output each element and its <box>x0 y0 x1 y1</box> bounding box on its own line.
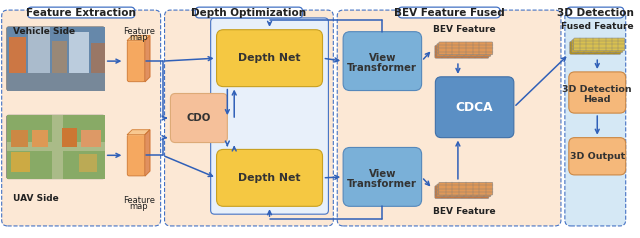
FancyBboxPatch shape <box>127 135 145 176</box>
FancyBboxPatch shape <box>343 148 422 206</box>
Bar <box>81 130 100 148</box>
FancyBboxPatch shape <box>573 38 625 51</box>
Text: Feature Extraction: Feature Extraction <box>26 8 136 18</box>
Polygon shape <box>145 130 150 176</box>
FancyBboxPatch shape <box>343 32 422 90</box>
FancyBboxPatch shape <box>437 44 491 56</box>
Bar <box>6 142 105 151</box>
Text: View: View <box>369 169 396 179</box>
Text: CDO: CDO <box>187 113 211 123</box>
Bar <box>6 115 105 179</box>
FancyBboxPatch shape <box>435 45 489 58</box>
FancyBboxPatch shape <box>435 77 514 138</box>
Text: Feature: Feature <box>123 27 155 36</box>
Text: map: map <box>130 202 148 211</box>
Text: Feature: Feature <box>123 196 155 205</box>
Text: Transformer: Transformer <box>348 179 417 189</box>
Bar <box>6 27 105 90</box>
FancyBboxPatch shape <box>28 7 135 18</box>
Text: Vehicle Side: Vehicle Side <box>13 27 76 36</box>
Text: Depth Net: Depth Net <box>238 53 301 63</box>
FancyBboxPatch shape <box>170 94 227 143</box>
FancyBboxPatch shape <box>398 7 500 18</box>
Bar <box>61 128 77 148</box>
FancyBboxPatch shape <box>211 18 328 214</box>
Bar <box>8 37 26 90</box>
FancyBboxPatch shape <box>195 7 303 18</box>
FancyBboxPatch shape <box>567 7 624 18</box>
FancyBboxPatch shape <box>164 10 333 226</box>
Text: Head: Head <box>584 95 611 104</box>
FancyBboxPatch shape <box>216 149 323 206</box>
Bar <box>91 44 105 90</box>
FancyBboxPatch shape <box>565 10 626 226</box>
FancyBboxPatch shape <box>437 184 491 197</box>
FancyBboxPatch shape <box>569 72 626 113</box>
Text: BEV Feature: BEV Feature <box>433 207 496 216</box>
FancyBboxPatch shape <box>569 138 626 175</box>
FancyBboxPatch shape <box>435 186 489 198</box>
Bar <box>10 130 28 148</box>
FancyBboxPatch shape <box>216 30 323 87</box>
FancyBboxPatch shape <box>6 27 105 90</box>
FancyBboxPatch shape <box>2 10 161 226</box>
FancyBboxPatch shape <box>337 10 561 226</box>
Bar <box>79 154 97 172</box>
Text: 3D Detection: 3D Detection <box>557 8 634 18</box>
Text: 3D Output: 3D Output <box>570 152 625 161</box>
Text: Fused Feature: Fused Feature <box>561 22 634 31</box>
Bar <box>28 27 50 90</box>
Text: Depth Net: Depth Net <box>238 173 301 183</box>
Text: BEV Feature: BEV Feature <box>433 25 496 34</box>
FancyBboxPatch shape <box>6 115 105 179</box>
Text: View: View <box>369 53 396 63</box>
Text: map: map <box>130 33 148 42</box>
Polygon shape <box>127 130 150 135</box>
Polygon shape <box>127 36 150 40</box>
Text: BEV Feature Fused: BEV Feature Fused <box>394 8 504 18</box>
Text: UAV Side: UAV Side <box>13 194 59 203</box>
Bar <box>52 41 67 90</box>
FancyBboxPatch shape <box>127 40 145 82</box>
FancyBboxPatch shape <box>570 41 621 54</box>
Bar <box>6 73 105 90</box>
Bar <box>32 130 48 148</box>
FancyBboxPatch shape <box>439 42 493 55</box>
Bar <box>10 152 30 172</box>
Bar <box>52 115 63 179</box>
FancyBboxPatch shape <box>439 182 493 195</box>
Text: Depth Optimization: Depth Optimization <box>191 8 307 18</box>
Polygon shape <box>145 36 150 82</box>
Bar <box>69 32 89 90</box>
Text: CDCA: CDCA <box>456 101 493 114</box>
Text: Transformer: Transformer <box>348 63 417 73</box>
Text: 3D Detection: 3D Detection <box>563 85 632 94</box>
FancyBboxPatch shape <box>572 40 623 53</box>
